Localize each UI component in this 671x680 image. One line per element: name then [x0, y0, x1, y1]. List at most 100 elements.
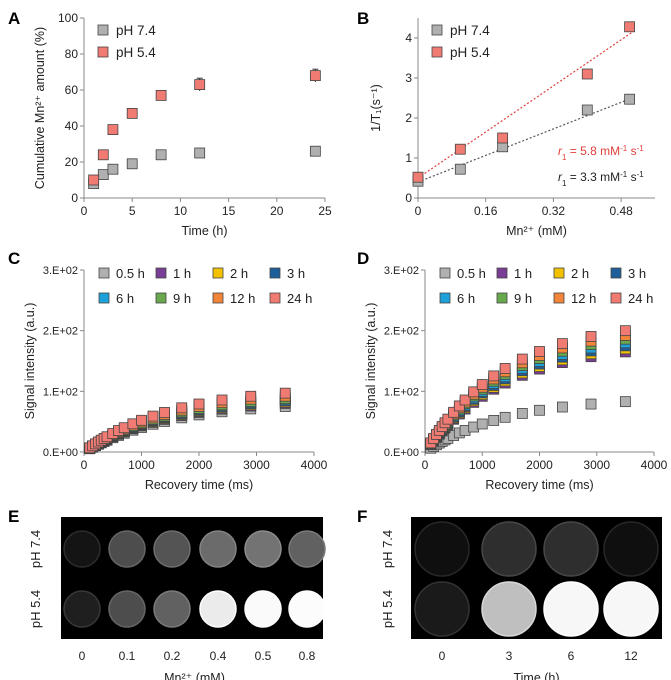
legend-marker [610, 267, 622, 279]
data-point [454, 163, 466, 175]
legend-marker [98, 267, 110, 279]
y-tick-label: 4 [405, 31, 412, 45]
data-point [453, 400, 465, 412]
phantom-well [63, 530, 101, 568]
y-tick-label: 100 [58, 11, 78, 25]
phantom-well [481, 581, 537, 637]
x-tick-label: 0.48 [609, 204, 633, 218]
phantom-well [543, 521, 599, 577]
data-point [107, 124, 119, 135]
data-point [585, 331, 597, 342]
annotation-part: s [627, 144, 636, 158]
phantom-well [153, 590, 191, 628]
y-tick-label: 1.E+02 [384, 386, 419, 398]
legend-label: 24 h [287, 291, 312, 306]
legend-marker [98, 292, 110, 304]
legend-label: pH 7.4 [450, 23, 490, 38]
legend-label: 9 h [514, 291, 532, 306]
y-tick-label: 3 [405, 71, 412, 85]
x-tick-label: 4000 [301, 458, 328, 472]
legend-label: 2 h [230, 266, 248, 281]
data-point [309, 70, 321, 81]
x-tick-label: 3000 [583, 458, 610, 472]
data-point [581, 104, 593, 116]
annotation-part: 1 [562, 179, 567, 188]
data-point [581, 68, 593, 80]
data-point [488, 415, 500, 426]
x-axis-label: Recovery time (ms) [145, 478, 253, 492]
data-point [557, 401, 568, 413]
data-point [488, 370, 500, 382]
y-axis-label: Cumulative Mn²⁺ amount (%) [33, 27, 47, 189]
legend-marker [439, 267, 451, 279]
x-tick-label: 0.32 [542, 204, 566, 218]
data-point [176, 402, 188, 414]
x-tick-label: 2000 [526, 458, 553, 472]
data-point [499, 411, 511, 423]
x-axis-label: Time (h) [181, 224, 227, 238]
legend-marker [212, 267, 224, 279]
data-point [147, 410, 159, 422]
phantom-well [244, 590, 282, 628]
legend-marker [496, 267, 508, 279]
y-tick-label: 40 [65, 119, 79, 133]
chart-B: 0 0.16 0.32 0.48 0 1 2 3 4 Mn²⁺ (mM) 1/T₁(s⁻¹) pH 7… [369, 18, 655, 238]
legend-label: 0.5 h [457, 266, 486, 281]
data-point [97, 169, 109, 181]
legend-label: 24 h [628, 291, 653, 306]
data-point [126, 108, 138, 119]
legend-marker [97, 46, 109, 58]
data-point [193, 398, 205, 410]
column-label: 0.8 [299, 649, 316, 663]
annotation-part: = 5.8 mM [566, 144, 620, 158]
y-tick-label: 0.E+00 [43, 447, 78, 459]
annotation-part: 1 [562, 153, 567, 162]
legend-label: 6 h [457, 291, 475, 306]
column-label: 0.4 [210, 649, 227, 663]
fit-line [417, 30, 635, 179]
data-point [499, 363, 511, 374]
phantom-well [481, 521, 537, 577]
y-tick-label: 3.E+02 [43, 265, 78, 277]
legend-label: 9 h [173, 291, 191, 306]
x-tick-label: 25 [318, 204, 332, 218]
column-label: 0.2 [164, 649, 181, 663]
data-point [245, 390, 257, 402]
chart-D: 0 1000 2000 3000 4000 0.E+00 1.E+02 2.E+02 3.E+0… [364, 265, 668, 492]
data-point [442, 413, 454, 425]
legend-marker [553, 292, 565, 304]
y-tick-label: 80 [65, 47, 79, 61]
y-tick-label: 1.E+02 [43, 386, 78, 398]
legend-label: 6 h [116, 291, 134, 306]
x-tick-label: 0 [81, 458, 88, 472]
legend-label: 12 h [571, 291, 596, 306]
column-label: 12 [624, 649, 638, 663]
legend-label: 1 h [173, 266, 191, 281]
legend-label: 1 h [514, 266, 532, 281]
annotation-part: -1 [637, 170, 645, 179]
data-point [459, 394, 471, 406]
data-point [216, 394, 228, 406]
x-tick-label: 0 [415, 204, 422, 218]
phantom-well [108, 590, 146, 628]
relaxivity-annotation: r1 = 3.3 mM-1 s-1 [558, 170, 644, 188]
annotation-part: -1 [620, 144, 628, 153]
legend-marker [496, 292, 508, 304]
annotation-part: -1 [637, 144, 645, 153]
data-point [155, 90, 167, 101]
legend-label: 12 h [230, 291, 255, 306]
relaxivity-annotation: r1 = 5.8 mM-1 s-1 [558, 144, 644, 162]
data-point [194, 79, 206, 90]
column-label: 0 [439, 649, 446, 663]
x-tick-label: 0 [422, 458, 429, 472]
x-tick-label: 5 [129, 204, 136, 218]
x-axis-label: Mn²⁺ (mM) [164, 671, 225, 680]
legend-label: 3 h [287, 266, 305, 281]
panel-letter: A [8, 9, 20, 28]
y-axis-label: Signal intensity (a.u.) [364, 303, 378, 420]
phantom-well [414, 581, 470, 637]
data-point [516, 353, 528, 365]
x-tick-label: 3000 [243, 458, 270, 472]
phantom-well [543, 581, 599, 637]
